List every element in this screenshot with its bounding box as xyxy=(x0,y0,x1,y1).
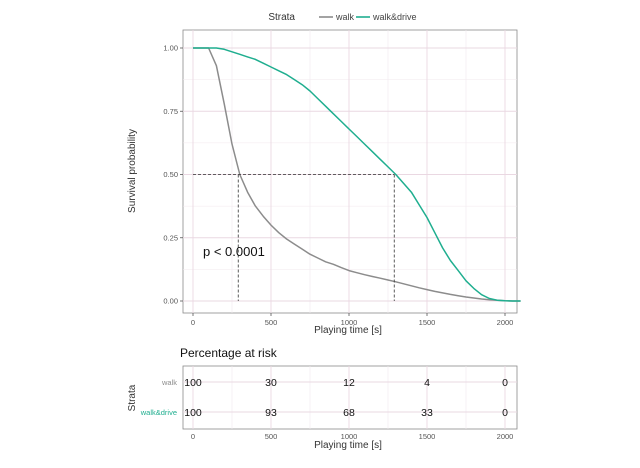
risk-cell-value: 33 xyxy=(421,407,433,419)
risk-x-tick-label: 0 xyxy=(191,432,195,441)
risk-x-tick-label: 2000 xyxy=(497,432,514,441)
risk-cell-value: 0 xyxy=(502,377,508,389)
plot-series xyxy=(193,47,521,302)
median-guides xyxy=(193,174,395,301)
x-tick-label: 1500 xyxy=(419,318,436,327)
risk-cell-value: 100 xyxy=(184,407,202,419)
risk-cell-value: 93 xyxy=(265,407,277,419)
y-tick-label: 0.75 xyxy=(163,107,178,116)
series-line-walk xyxy=(193,47,521,302)
legend: Strata walk walk&drive xyxy=(268,12,416,23)
risk-table-y-title: Strata xyxy=(127,384,138,411)
risk-table-cells: 100 30 12 4 0 100 93 68 33 0 xyxy=(184,377,508,419)
p-value-annotation: p < 0.0001 xyxy=(203,244,265,259)
risk-table-gridlines xyxy=(183,366,517,429)
x-tick-label: 0 xyxy=(191,318,195,327)
series-line-walk-drive xyxy=(193,47,521,302)
y-tick-label: 0.25 xyxy=(163,233,178,242)
risk-cell-value: 30 xyxy=(265,377,277,389)
y-tick-label: 0.00 xyxy=(163,297,178,306)
x-tick-label: 1000 xyxy=(341,318,358,327)
risk-cell-value: 4 xyxy=(424,377,430,389)
y-tick-label: 0.50 xyxy=(163,170,178,179)
risk-row-label: walk xyxy=(161,378,177,387)
risk-x-tick-label: 1500 xyxy=(419,432,436,441)
risk-cell-value: 0 xyxy=(502,407,508,419)
risk-cell-value: 100 xyxy=(184,377,202,389)
risk-x-tick-label: 1000 xyxy=(341,432,358,441)
legend-title: Strata xyxy=(268,12,295,23)
y-tick-label: 1.00 xyxy=(163,44,178,53)
legend-label-walk: walk xyxy=(335,12,355,22)
risk-table-title: Percentage at risk xyxy=(180,346,278,360)
risk-x-tick-label: 500 xyxy=(265,432,278,441)
risk-cell-value: 12 xyxy=(343,377,355,389)
risk-cell-value: 68 xyxy=(343,407,355,419)
risk-table-panel xyxy=(182,365,518,430)
x-tick-label: 2000 xyxy=(497,318,514,327)
risk-table-x-title: Playing time [s] xyxy=(314,440,382,451)
legend-label-walk-drive: walk&drive xyxy=(372,12,417,22)
y-axis-title: Survival probability xyxy=(127,129,138,213)
plot-axes: 0 500 1000 1500 2000 0.00 0.25 0.50 0.75 1.00 xyxy=(163,44,513,328)
risk-row-label: walk&drive xyxy=(140,408,177,417)
x-axis-title: Playing time [s] xyxy=(314,325,382,336)
x-tick-label: 500 xyxy=(265,318,278,327)
